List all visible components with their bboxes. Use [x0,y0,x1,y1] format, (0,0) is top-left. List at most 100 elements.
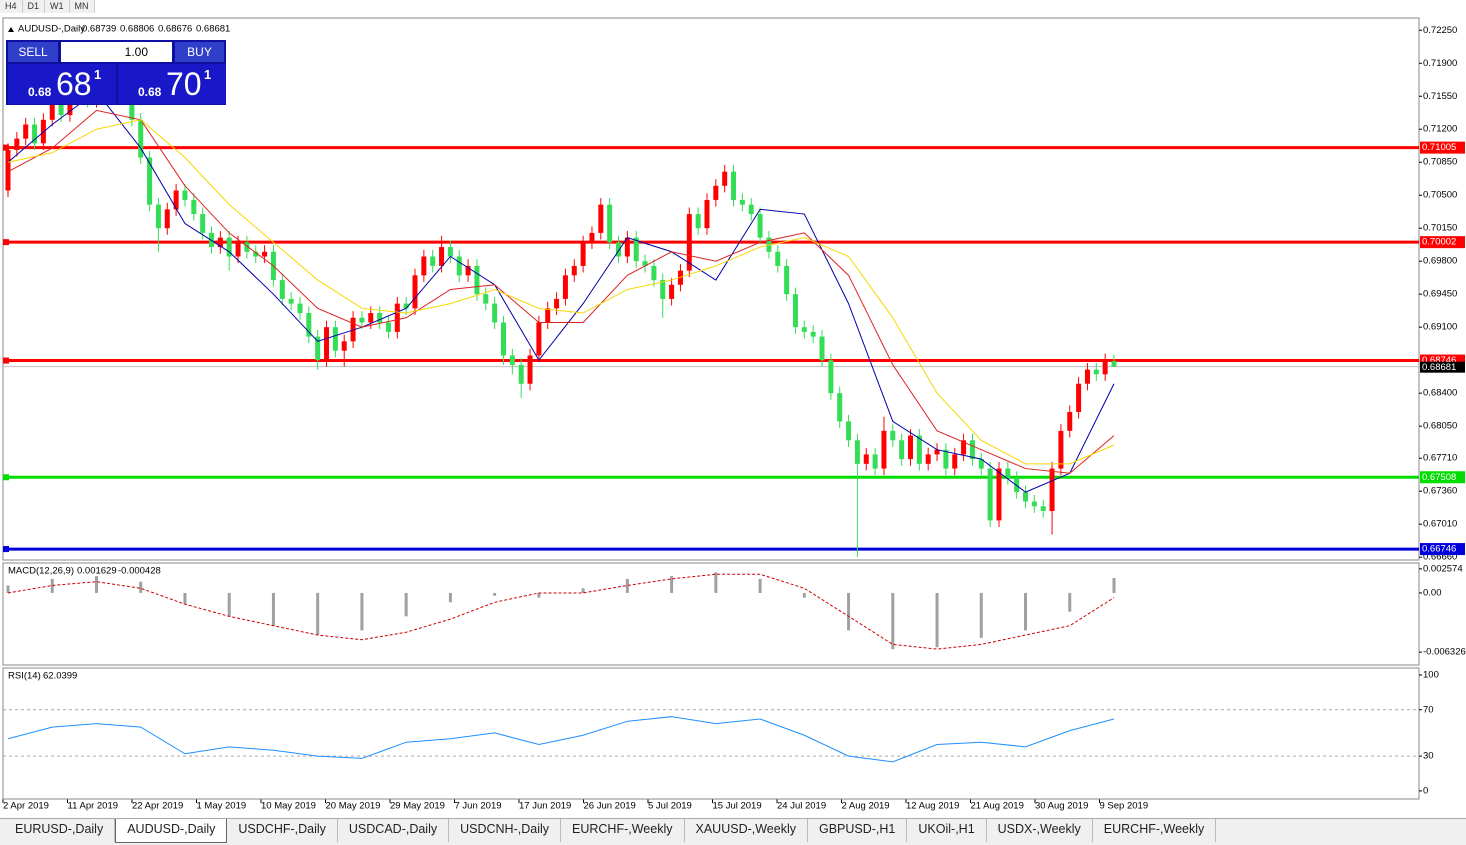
y-tick-label: 0.67360 [1423,486,1457,497]
candle-body [368,313,374,323]
candle-body [536,322,542,356]
date-label: 15 Jul 2019 [713,801,762,812]
macd-bar [979,592,983,638]
chart-tab[interactable]: USDCHF-,Daily [227,819,338,842]
macd-bar [802,592,806,598]
y-tick-label: 0.70150 [1423,223,1457,234]
candle-body [695,214,701,229]
candle-body [616,242,622,257]
candle-body [899,440,905,460]
chart-tab[interactable]: EURCHF-,Weekly [561,819,685,842]
candle-body [1111,361,1117,367]
ask-price[interactable]: 0.68 70 1 [118,64,226,104]
candle-body [500,322,506,356]
candle-body [554,298,560,309]
candle-body [598,204,604,233]
level-handle [3,546,9,553]
chart-tab[interactable]: EURCHF-,Weekly [1093,819,1217,842]
lots-input[interactable]: 1.00 [61,42,172,62]
chart-tab[interactable]: AUDUSD-,Daily [115,819,228,843]
candle-body [306,313,312,337]
macd-bar [1112,577,1116,593]
chart-tab[interactable]: USDX-,Weekly [987,819,1093,842]
moving-average [7,90,1115,493]
candle-body [403,303,409,309]
candle-body [881,430,887,469]
candle-body [1084,369,1090,384]
candle-body [660,280,666,299]
candle-body [1031,501,1037,507]
candle-body [226,237,232,257]
date-label: 26 Jun 2019 [584,801,636,812]
date-label: 1 May 2019 [197,801,247,812]
timeframe-button[interactable]: MN [70,0,95,13]
chart-tab[interactable]: XAUUSD-,Weekly [685,819,808,842]
last-price-label: 0.68681 [1422,362,1456,373]
chart-tab[interactable]: UKOil-,H1 [907,819,987,842]
panel-frame [2,17,1420,561]
candle-body [1023,492,1029,502]
macd-bar [94,576,98,593]
candle-body [385,322,391,332]
candle-body [607,204,613,243]
candle-body [182,190,188,200]
date-label: 20 May 2019 [326,801,381,812]
bid-price[interactable]: 0.68 68 1 [8,64,116,104]
candle-body [518,364,524,384]
candle-body [562,275,568,299]
buy-button[interactable]: BUY [175,42,224,62]
last-price-box [1420,361,1465,373]
candle-body [961,440,967,455]
chart-tab[interactable]: GBPUSD-,H1 [808,819,908,842]
indicator-title: MACD(12,26,9) [8,566,74,577]
candle-body [731,171,737,200]
macd-bar [537,592,541,598]
level-handle [3,144,9,151]
y-tick-label: 0.72250 [1423,25,1457,36]
timeframe-button[interactable]: W1 [45,0,70,13]
candle-body [492,303,498,323]
candle-body [1093,369,1099,375]
candle-body [58,100,64,116]
candle-body [916,435,922,464]
candle-body [173,190,179,210]
macd-bar [1024,592,1028,631]
date-label: 29 May 2019 [390,801,445,812]
ohlc-value: 0.68806 [120,24,154,35]
sell-button[interactable]: SELL [8,42,58,62]
price-point: 1 [204,67,212,82]
candle-body [801,327,807,332]
chart-tab[interactable]: EURUSD-,Daily [4,819,116,842]
chart-tab[interactable]: USDCAD-,Daily [338,819,450,842]
timeframe-button[interactable]: H4 [0,0,23,13]
candle-body [651,265,657,281]
candle-body [1049,468,1055,511]
chart-tab[interactable]: USDCNH-,Daily [449,819,562,842]
candle-body [447,247,453,257]
candle-body [934,449,940,455]
price-prefix: 0.68 [28,85,52,99]
candle-body [1102,360,1108,375]
y-tick-label: 0.67010 [1423,519,1457,530]
ohlc-value: 0.68681 [196,24,230,35]
rsi-line [7,716,1115,763]
y-tick-label: 0.68400 [1423,388,1457,399]
timeframe-button[interactable]: D1 [23,0,46,13]
candle-body [394,303,400,332]
candle-body [1005,468,1011,478]
level-label: 0.67508 [1422,472,1456,483]
y-tick-label: 0.70500 [1423,190,1457,201]
candle-body [412,275,418,309]
macd-bar [625,578,629,593]
candle-body [217,237,223,248]
macd-bar [847,592,851,631]
candle-body [129,91,135,120]
candle-body [332,327,338,351]
chart-title: AUDUSD-,Daily [18,24,85,35]
indicator-value: -0.000428 [118,566,161,577]
macd-bar [183,592,187,605]
date-label: 7 Jun 2019 [455,801,502,812]
candle-body [527,355,533,384]
candle-body [978,459,984,469]
